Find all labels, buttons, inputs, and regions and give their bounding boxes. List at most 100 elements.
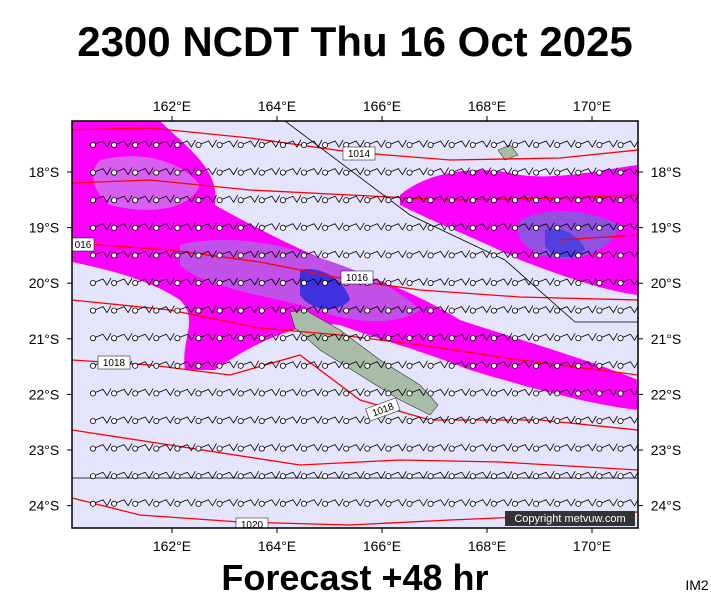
- wind-barb: [578, 498, 597, 507]
- barb-station: [596, 224, 603, 231]
- barb-station: [469, 197, 476, 204]
- barb-station: [174, 473, 181, 480]
- wind-barb: [177, 388, 196, 397]
- wind-barb: [240, 250, 260, 259]
- wind-barb: [324, 415, 344, 424]
- wind-barb: [388, 167, 407, 176]
- wind-barb: [156, 415, 175, 424]
- lon-label: 162°E: [153, 538, 191, 554]
- wind-barb: [303, 277, 323, 286]
- wind-barb: [113, 305, 133, 314]
- barb-station: [216, 473, 223, 480]
- barb-station: [237, 279, 244, 286]
- barb-station: [554, 307, 561, 314]
- wind-barb: [599, 305, 618, 314]
- wind-barb: [346, 498, 365, 507]
- barb-station: [385, 500, 392, 507]
- wind-barb: [620, 250, 638, 259]
- wind-barb: [430, 388, 449, 397]
- barb-station: [512, 141, 519, 148]
- barb-station: [300, 169, 307, 176]
- barb-station: [617, 445, 624, 452]
- wind-barb: [599, 195, 618, 203]
- barb-station: [132, 141, 139, 148]
- wind-barb: [367, 443, 386, 452]
- barb-station: [279, 500, 286, 507]
- barb-station: [596, 500, 603, 507]
- barb-station: [596, 252, 603, 259]
- wind-barb: [113, 333, 133, 341]
- barb-station: [195, 169, 202, 176]
- wind-barb: [240, 360, 260, 369]
- barb-station: [258, 279, 265, 286]
- wind-barb: [493, 195, 513, 203]
- barb-station: [575, 224, 582, 231]
- wind-barb: [409, 498, 428, 507]
- wind-barb: [388, 250, 407, 259]
- wind-barb: [324, 360, 344, 369]
- wind-barb: [451, 277, 471, 286]
- barb-station: [279, 307, 286, 314]
- barb-station: [153, 500, 160, 507]
- wind-barb: [557, 195, 576, 203]
- barb-station: [596, 307, 603, 314]
- wind-barb: [578, 222, 597, 231]
- wind-barb: [282, 195, 302, 203]
- barb-station: [554, 390, 561, 397]
- wind-barb: [303, 167, 323, 176]
- copyright-box: [505, 511, 635, 526]
- barb-station: [153, 279, 160, 286]
- barb-station: [533, 445, 540, 452]
- wind-barb: [557, 333, 576, 341]
- barb-station: [237, 500, 244, 507]
- barb-station: [111, 141, 118, 148]
- wind-barb: [303, 139, 323, 148]
- barb-station: [427, 417, 434, 424]
- lat-label: 22°S: [29, 386, 60, 402]
- barb-station: [90, 335, 97, 342]
- barb-station: [469, 224, 476, 231]
- wind-barb: [451, 498, 471, 507]
- wind-barb: [324, 222, 344, 231]
- barb-station: [111, 390, 118, 397]
- wind-barb: [282, 250, 302, 259]
- barb-station: [575, 445, 582, 452]
- wind-barb: [346, 167, 365, 176]
- barb-station: [90, 307, 97, 314]
- barb-station: [385, 169, 392, 176]
- barb-station: [364, 224, 371, 231]
- wind-barb: [240, 139, 260, 148]
- wind-barb: [620, 388, 638, 397]
- wind-barb: [578, 167, 597, 176]
- wind-barb: [409, 305, 428, 314]
- barb-station: [195, 307, 202, 314]
- barb-station: [406, 252, 413, 259]
- barb-station: [427, 335, 434, 342]
- barb-station: [448, 500, 455, 507]
- wind-barb: [303, 222, 323, 231]
- wind-barb: [599, 360, 618, 369]
- wind-barb: [282, 167, 302, 176]
- wind-barb: [472, 333, 492, 341]
- barb-station: [322, 362, 329, 369]
- wind-barb: [240, 195, 260, 203]
- barb-station: [490, 197, 497, 204]
- wind-barb: [177, 139, 196, 148]
- wind-barb: [282, 222, 302, 231]
- barb-station: [216, 445, 223, 452]
- wind-barb: [599, 388, 618, 397]
- wind-barbs: [90, 139, 638, 507]
- barb-station: [174, 390, 181, 397]
- wind-barb: [409, 222, 428, 231]
- barb-station: [279, 169, 286, 176]
- barb-station: [300, 390, 307, 397]
- wind-barb: [261, 195, 281, 203]
- barb-station: [153, 224, 160, 231]
- wind-barb: [535, 305, 555, 314]
- barb-station: [111, 335, 118, 342]
- barb-station: [469, 279, 476, 286]
- wind-barb: [409, 167, 428, 176]
- barb-station: [533, 197, 540, 204]
- wind-barb: [92, 471, 112, 479]
- wind-barb: [282, 139, 302, 148]
